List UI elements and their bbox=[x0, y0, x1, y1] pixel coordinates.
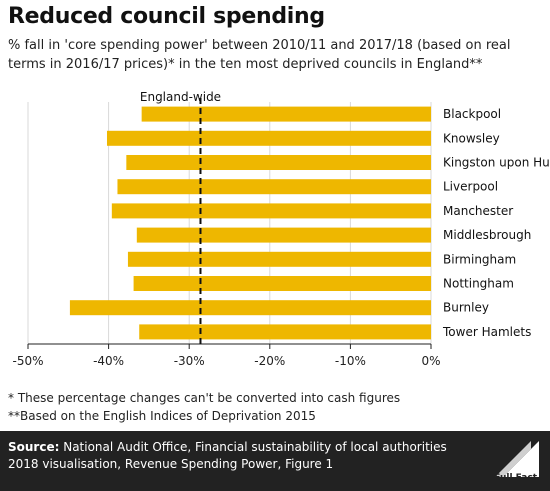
footnotes: * These percentage changes can't be conv… bbox=[8, 389, 400, 425]
logo-text: Full Fact bbox=[494, 473, 537, 483]
chart-title: Reduced council spending bbox=[8, 4, 325, 29]
full-fact-logo-icon: Full Fact bbox=[483, 437, 543, 485]
bar-5 bbox=[136, 227, 431, 243]
category-label-3: Liverpool bbox=[443, 180, 498, 194]
category-label-4: Manchester bbox=[443, 204, 513, 218]
chart-subtitle: % fall in 'core spending power' between … bbox=[8, 38, 511, 72]
x-tick-label-5: 0% bbox=[421, 354, 440, 368]
bar-7 bbox=[133, 276, 431, 291]
x-tick-label-3: -20% bbox=[254, 354, 285, 368]
bar-1 bbox=[106, 130, 431, 146]
bar-6 bbox=[127, 251, 431, 267]
footnote-deprivation: **Based on the English Indices of Depriv… bbox=[8, 409, 316, 423]
category-label-9: Tower Hamlets bbox=[442, 325, 531, 339]
source-text: Source: National Audit Office, Financial… bbox=[8, 439, 468, 473]
source-bar: Source: National Audit Office, Financial… bbox=[0, 431, 550, 491]
reference-line-label: England-wide bbox=[140, 90, 221, 104]
bar-2 bbox=[126, 155, 431, 170]
x-tick-label-4: -10% bbox=[335, 354, 366, 368]
category-label-5: Middlesbrough bbox=[443, 228, 531, 242]
category-label-0: Blackpool bbox=[443, 107, 501, 121]
source-body: National Audit Office, Financial sustain… bbox=[8, 440, 447, 471]
category-label-8: Burnley bbox=[443, 301, 489, 315]
x-tick-label-2: -30% bbox=[174, 354, 205, 368]
bar-8 bbox=[69, 300, 432, 316]
x-tick-label-0: -50% bbox=[12, 354, 43, 368]
category-label-7: Nottingham bbox=[443, 277, 514, 291]
bar-3 bbox=[117, 179, 431, 195]
bar-chart: Blackpool Knowsley Kingston upon Hull Liver… bbox=[12, 90, 550, 368]
category-label-2: Kingston upon Hull bbox=[443, 156, 550, 170]
category-label-1: Knowsley bbox=[443, 131, 500, 145]
x-tick-label-1: -40% bbox=[93, 354, 124, 368]
category-label-6: Birmingham bbox=[443, 252, 516, 266]
bar-4 bbox=[111, 203, 431, 219]
bar-0 bbox=[141, 106, 431, 122]
footnote-cash: * These percentage changes can't be conv… bbox=[8, 391, 401, 405]
bar-9 bbox=[139, 324, 431, 340]
source-label: Source: bbox=[8, 440, 60, 454]
